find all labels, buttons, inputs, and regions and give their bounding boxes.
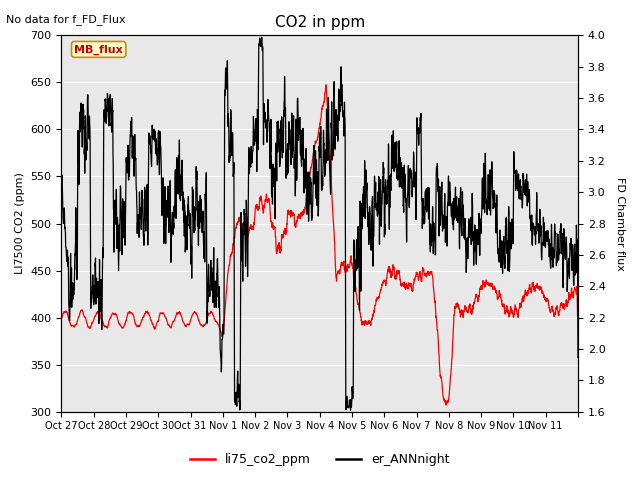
- Text: MB_flux: MB_flux: [74, 44, 123, 55]
- Y-axis label: FD Chamber flux: FD Chamber flux: [615, 177, 625, 270]
- Y-axis label: LI7500 CO2 (ppm): LI7500 CO2 (ppm): [15, 173, 25, 275]
- Title: CO2 in ppm: CO2 in ppm: [275, 15, 365, 30]
- Text: No data for f_FD_Flux: No data for f_FD_Flux: [6, 14, 126, 25]
- Legend: li75_co2_ppm, er_ANNnight: li75_co2_ppm, er_ANNnight: [186, 448, 454, 471]
